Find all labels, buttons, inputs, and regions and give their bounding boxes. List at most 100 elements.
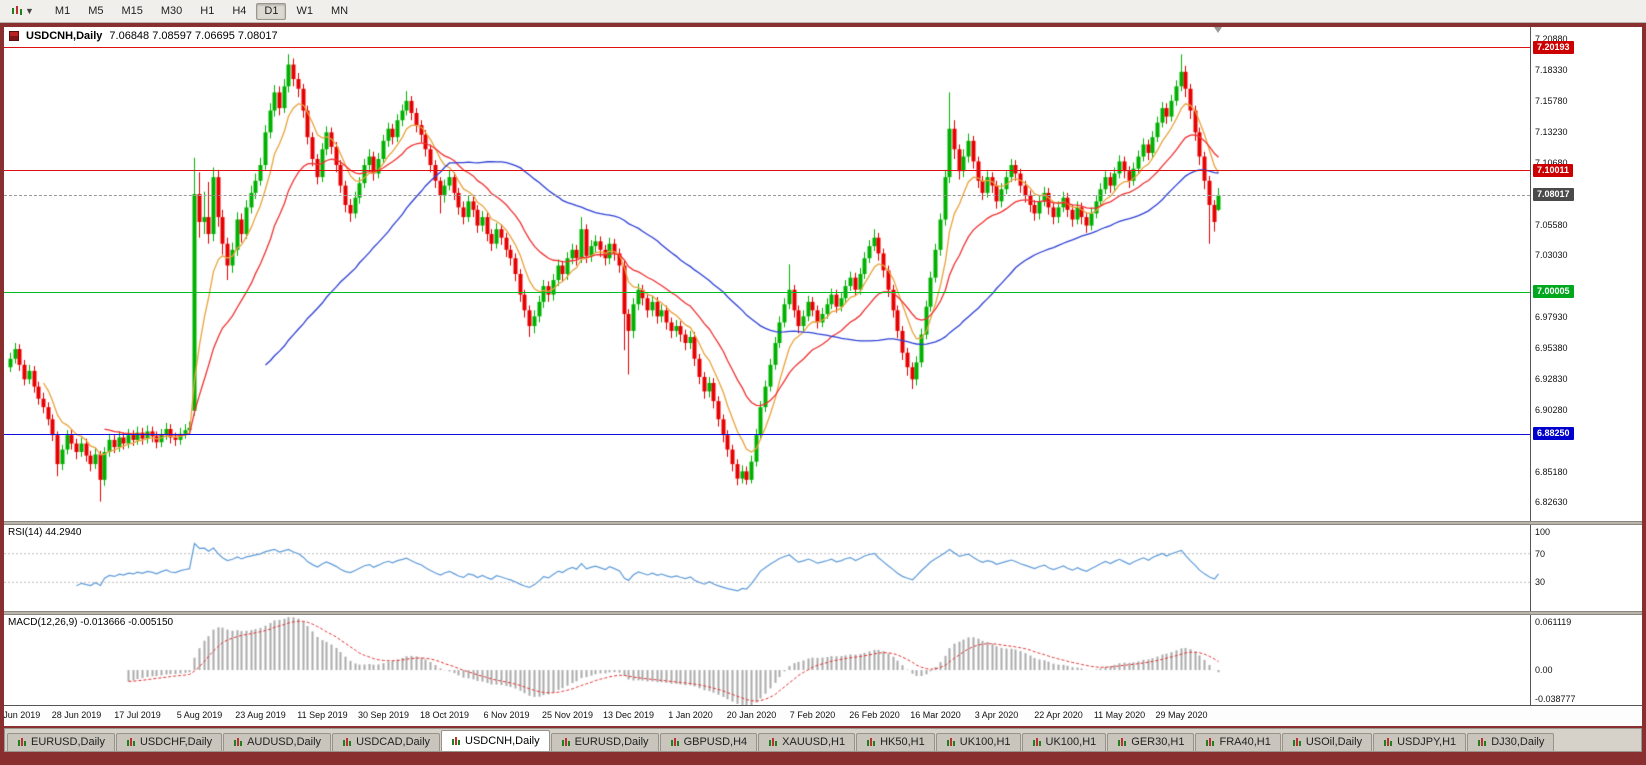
chart-symbol-period: USDCNH,Daily — [26, 30, 103, 42]
price-axis-label: 6.97930 — [1535, 312, 1568, 323]
price-axis-label: 7.18330 — [1535, 65, 1568, 76]
date-axis-label: 30 Sep 2019 — [357, 710, 410, 720]
price-axis: 7.20193 7.10011 7.08017 7.00005 6.88250 7.208… — [1530, 27, 1642, 521]
timeframe-button-M30[interactable]: M30 — [160, 4, 183, 17]
chart-tab-eurusd-daily[interactable]: EURUSD,Daily — [7, 733, 115, 751]
bid-price-line[interactable] — [4, 194, 1530, 196]
time-axis: 10 Jun 2019 28 Jun 2019 17 Jul 2019 5 Aug 2… — [4, 705, 1642, 726]
price-axis-label: 7.10680 — [1535, 157, 1568, 168]
support-line-lower[interactable] — [4, 433, 1530, 435]
chart-tab-hk50-h1[interactable]: HK50,H1 — [856, 733, 935, 751]
chart-tab-label: UK100,H1 — [959, 736, 1011, 748]
price-axis-label: 7.20880 — [1535, 34, 1568, 45]
chart-tab-usdchf-daily[interactable]: USDCHF,Daily — [115, 733, 223, 751]
chart-tab-icon — [17, 737, 27, 747]
rsi-axis-label: 100 — [1535, 527, 1551, 538]
support-line-seven[interactable] — [4, 291, 1530, 293]
price-axis-label: 6.85180 — [1535, 466, 1568, 477]
macd-panel: MACD(12,26,9) -0.013666 -0.005150 — [4, 615, 1530, 705]
chart-tab-label: AUDUSD,Daily — [247, 736, 322, 748]
chart-tab-label: EURUSD,Daily — [574, 736, 649, 748]
panel-splitter[interactable] — [4, 521, 1642, 525]
chart-tab-label: GBPUSD,H4 — [683, 736, 748, 748]
chart-tab-eurusd-daily[interactable]: EURUSD,Daily — [550, 733, 659, 751]
macd-axis: 0.061119 0.00 -0.038777 — [1530, 615, 1642, 705]
chart-tab-icon — [233, 737, 243, 747]
candlestick-icon — [12, 6, 22, 15]
date-axis-label: 6 Nov 2019 — [483, 710, 530, 720]
chart-type-icon[interactable]: ▼ — [6, 4, 39, 18]
timeframe-button-H4[interactable]: H4 — [232, 4, 247, 17]
chart-tab-icon — [670, 737, 680, 747]
chart-tab-fra40-h1[interactable]: FRA40,H1 — [1195, 733, 1281, 751]
price-axis-label: 7.05580 — [1535, 219, 1568, 230]
date-axis-label: 17 Jul 2019 — [114, 710, 161, 720]
chart-tab-label: DJ30,Daily — [1491, 736, 1545, 748]
chart-tab-ger30-h1[interactable]: GER30,H1 — [1107, 733, 1195, 751]
chart-tab-uk100-h1[interactable]: UK100,H1 — [1021, 733, 1107, 751]
chart-tab-label: USOil,Daily — [1305, 736, 1363, 748]
macd-label: MACD(12,26,9) -0.013666 -0.005150 — [8, 617, 174, 628]
chart-tab-usoil-daily[interactable]: USOil,Daily — [1281, 733, 1373, 751]
date-axis-label: 18 Oct 2019 — [419, 710, 470, 720]
price-axis-label: 7.13230 — [1535, 126, 1568, 137]
chart-tab-usdjpy-h1[interactable]: USDJPY,H1 — [1373, 733, 1467, 751]
timeframe-button-MN[interactable]: MN — [330, 4, 349, 17]
chart-tab-icon — [126, 737, 136, 747]
chart-tab-usdcnh-daily[interactable]: USDCNH,Daily — [441, 730, 550, 751]
date-axis-label: 7 Feb 2020 — [789, 710, 836, 720]
chart-tab-icon — [561, 737, 571, 747]
date-axis-label: 3 Apr 2020 — [974, 710, 1019, 720]
panel-splitter[interactable] — [4, 611, 1642, 615]
chart-tab-icon — [1383, 737, 1393, 747]
chart-tab-dj30-daily[interactable]: DJ30,Daily — [1467, 733, 1555, 751]
resistance-line[interactable] — [4, 170, 1530, 172]
timeframe-button-D1[interactable]: D1 — [256, 2, 287, 20]
price-axis-label: 6.82630 — [1535, 497, 1568, 508]
chart-tab-label: EURUSD,Daily — [31, 736, 105, 748]
chart-tab-icon — [768, 737, 778, 747]
dropdown-arrow-icon: ▼ — [25, 6, 34, 16]
timeframe-button-H1[interactable]: H1 — [200, 4, 215, 17]
date-axis-label: 1 Jan 2020 — [668, 710, 713, 720]
rsi-canvas[interactable] — [4, 525, 1530, 611]
chart-ohlc-values: 7.06848 7.08597 7.06695 7.08017 — [109, 30, 278, 42]
date-axis-label: 22 Apr 2020 — [1034, 710, 1083, 720]
price-axis-label: 6.92830 — [1535, 373, 1568, 384]
macd-axis-label: 0.061119 — [1535, 617, 1572, 627]
chart-tab-icon — [946, 737, 956, 747]
chart-window: USDCNH,Daily 7.06848 7.08597 7.06695 7.0… — [4, 27, 1642, 726]
date-axis-label: 13 Dec 2019 — [602, 710, 655, 720]
chart-tab-label: USDCAD,Daily — [356, 736, 431, 748]
date-axis-label: 10 Jun 2019 — [4, 710, 41, 720]
chart-tab-icon — [866, 737, 876, 747]
resistance-line-upper[interactable] — [4, 47, 1530, 49]
resistance-line-upper-badge: 7.20193 — [1533, 40, 1574, 54]
timeframe-button-M15[interactable]: M15 — [121, 4, 143, 17]
timeframe-button-W1[interactable]: W1 — [296, 4, 313, 17]
date-axis-label: 26 Feb 2020 — [849, 710, 900, 720]
chart-tab-label: USDCNH,Daily — [465, 734, 540, 747]
chart-title: USDCNH,Daily 7.06848 7.08597 7.06695 7.0… — [9, 30, 278, 42]
macd-canvas[interactable] — [4, 615, 1530, 705]
chart-tab-label: XAUUSD,H1 — [782, 736, 846, 748]
resistance-line-badge: 7.10011 — [1533, 163, 1574, 177]
timeframe-button-M5[interactable]: M5 — [88, 4, 104, 17]
bid-price-line-badge: 7.08017 — [1533, 188, 1574, 202]
chart-tab-audusd-daily[interactable]: AUDUSD,Daily — [223, 733, 332, 751]
chart-tab-xauusd-h1[interactable]: XAUUSD,H1 — [758, 733, 856, 751]
symbol-icon — [9, 31, 19, 41]
chart-tab-label: UK100,H1 — [1045, 736, 1097, 748]
chart-tab-label: USDJPY,H1 — [1397, 736, 1457, 748]
date-axis-label: 11 Sep 2019 — [297, 710, 348, 720]
main-chart-canvas[interactable] — [4, 27, 1530, 521]
price-axis-label: 7.03030 — [1535, 250, 1568, 261]
chart-tab-label: GER30,H1 — [1131, 736, 1185, 748]
chart-tab-gbpusd-h4[interactable]: GBPUSD,H4 — [659, 733, 758, 751]
chart-tab-uk100-h1[interactable]: UK100,H1 — [935, 733, 1021, 751]
chart-tab-icon — [1477, 737, 1487, 747]
rsi-axis-label: 70 — [1535, 548, 1546, 559]
timeframe-button-M1[interactable]: M1 — [54, 4, 71, 17]
chart-tab-usdcad-daily[interactable]: USDCAD,Daily — [332, 733, 441, 751]
